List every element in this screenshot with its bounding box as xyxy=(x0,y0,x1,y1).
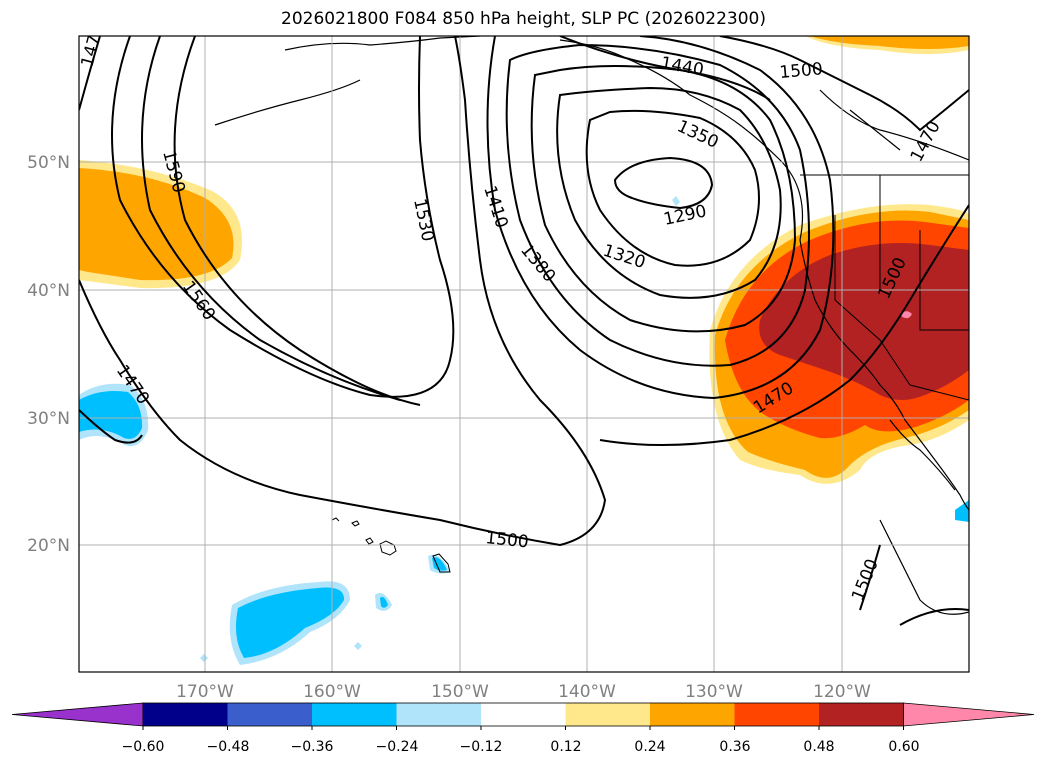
graticule xyxy=(79,36,969,672)
colorbar-tick-label: −0.48 xyxy=(207,739,250,755)
colorbar-segment xyxy=(565,703,651,726)
colorbar-segment xyxy=(143,703,228,726)
colorbar-tick-label: −0.12 xyxy=(460,739,503,755)
colorbar-tick-label: 0.36 xyxy=(719,739,750,755)
lon-label: 120°W xyxy=(813,682,871,702)
map-frame xyxy=(78,35,970,673)
lon-label: 150°W xyxy=(431,682,489,702)
latitude-labels: 50°N 40°N 30°N 20°N xyxy=(27,153,70,556)
colorbar-tick-label: 0.24 xyxy=(634,739,665,755)
colorbar-ticks: −0.60 −0.48 −0.36 −0.24 −0.12 0.12 0.24 … xyxy=(122,739,920,755)
colorbar xyxy=(11,702,1035,730)
colorbar-extend-high xyxy=(903,702,1035,727)
hawaii-islands xyxy=(331,517,451,573)
lat-label: 40°N xyxy=(27,281,70,301)
colorbar-frame xyxy=(142,702,904,727)
colorbar-segment xyxy=(481,703,566,726)
contour-label: 1500 xyxy=(779,59,824,83)
colorbar-tick-label: −0.36 xyxy=(291,739,334,755)
lat-label: 20°N xyxy=(27,536,70,556)
lon-label: 170°W xyxy=(176,682,234,702)
colorbar-tick-label: 0.12 xyxy=(550,739,581,755)
contour-label: 1500 xyxy=(484,528,529,552)
colorbar-tick-label: 0.48 xyxy=(803,739,834,755)
map-title: 2026021800 F084 850 hPa height, SLP PC (… xyxy=(281,9,766,29)
colorbar-segment xyxy=(227,703,313,726)
colorbar-tick-label: −0.24 xyxy=(376,739,419,755)
colorbar-tick-label: −0.60 xyxy=(122,739,165,755)
lon-label: 160°W xyxy=(303,682,361,702)
map-panel: 1470 1590 1560 1470 1530 1410 1380 1320 … xyxy=(79,36,969,672)
colorbar-segment xyxy=(396,703,482,726)
colorbar-extend-low xyxy=(11,702,144,727)
height-contours xyxy=(79,36,969,626)
colorbar-segment xyxy=(819,703,904,726)
longitude-labels: 170°W 160°W 150°W 140°W 130°W 120°W xyxy=(176,682,871,702)
colorbar-tick-label: 0.60 xyxy=(888,739,919,755)
colorbar-segment xyxy=(650,703,735,726)
lat-label: 50°N xyxy=(27,153,70,173)
lon-label: 130°W xyxy=(685,682,743,702)
lon-label: 140°W xyxy=(558,682,616,702)
colorbar-segment xyxy=(312,703,397,726)
lat-label: 30°N xyxy=(27,409,70,429)
colorbar-segment xyxy=(734,703,820,726)
